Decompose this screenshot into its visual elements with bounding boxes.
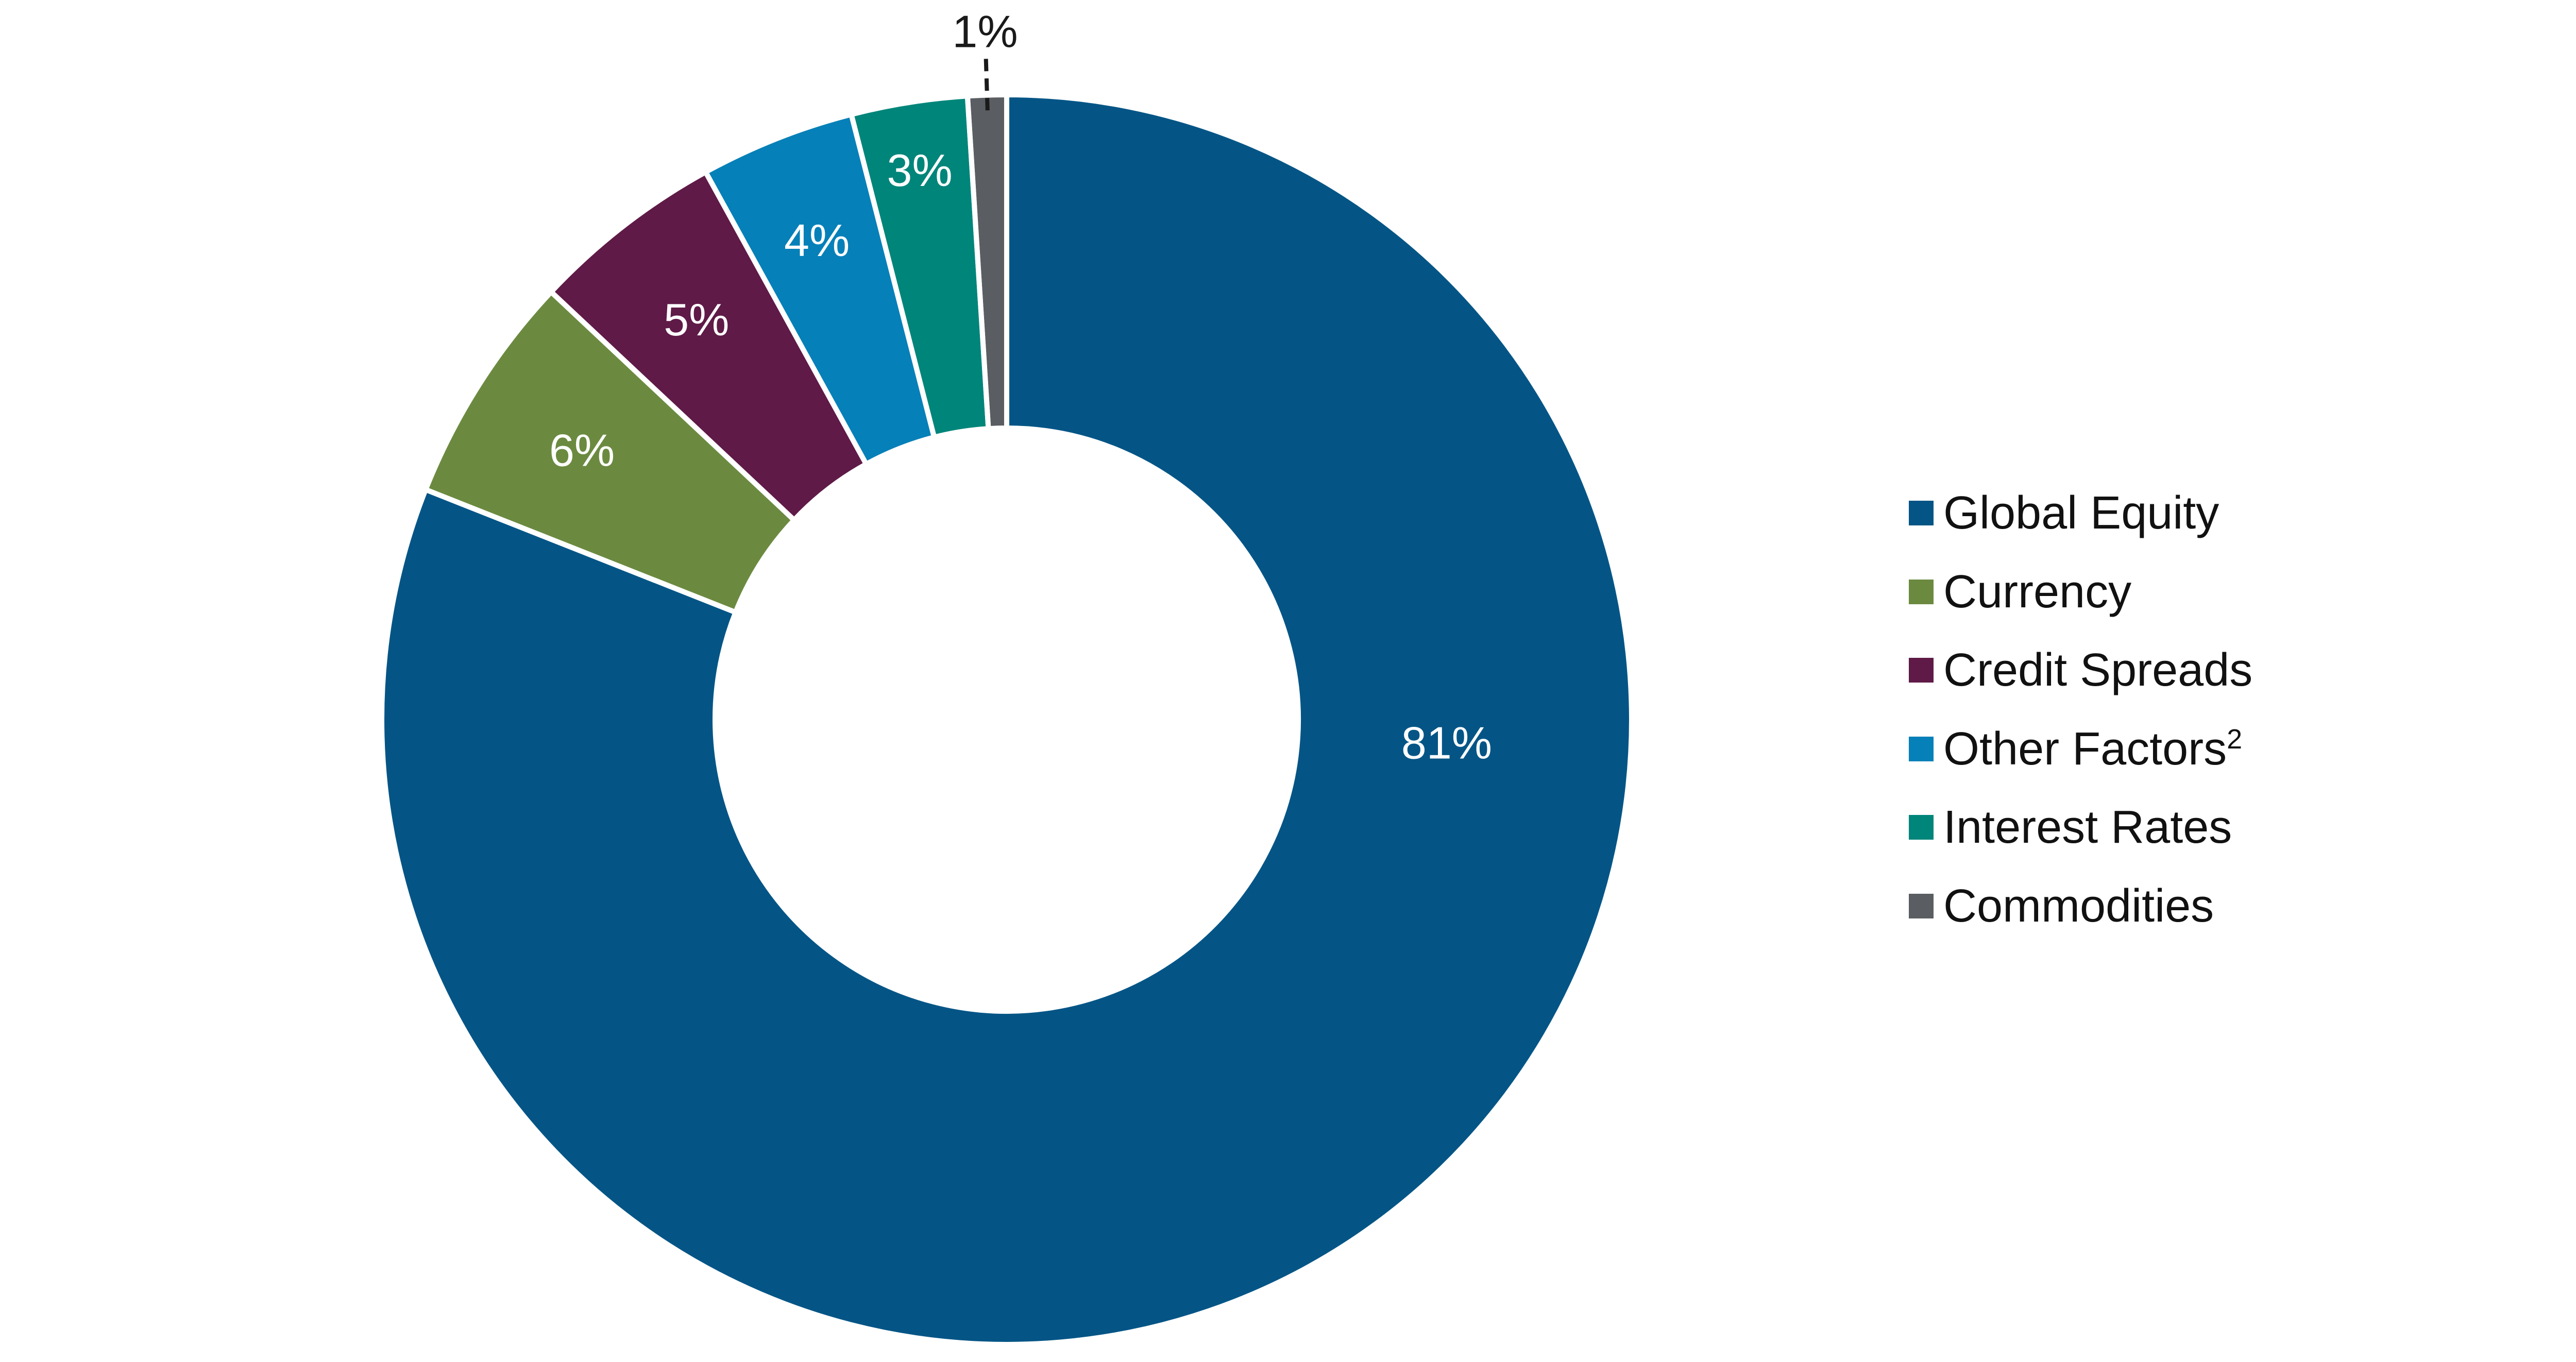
donut-slices [381, 95, 1632, 1344]
callout-leader-commodities [984, 59, 990, 113]
slice-credit-spreads [551, 172, 867, 520]
legend-item-other-factors: Other Factors2 [1909, 710, 2252, 789]
legend-swatch-other-factors [1909, 736, 1934, 761]
legend-item-global-equity: Global Equity [1909, 474, 2252, 553]
slice-label-credit-spreads: 5% [664, 294, 729, 345]
legend: Global Equity Currency Credit Spreads Other… [1909, 474, 2252, 945]
legend-swatch-interest-rates [1909, 815, 1934, 840]
legend-swatch-commodities [1909, 893, 1934, 918]
legend-item-credit-spreads: Credit Spreads [1909, 631, 2252, 710]
legend-item-currency: Currency [1909, 553, 2252, 632]
slice-label-other-factors: 4% [784, 215, 850, 266]
slice-global-equity [381, 95, 1632, 1344]
slice-label-global-equity: 81% [1401, 717, 1492, 768]
slice-gap-credit-spreads [547, 168, 870, 524]
legend-label-interest-rates: Interest Rates [1943, 802, 2232, 854]
slice-label-currency: 6% [549, 424, 615, 475]
legend-swatch-currency [1909, 579, 1934, 604]
slice-gap-currency [422, 288, 798, 616]
slice-interest-rates [851, 96, 989, 437]
legend-label-currency: Currency [1943, 566, 2132, 618]
slice-labels: 81% 6% 5% 4% 3% 1% [549, 6, 1492, 768]
legend-label-superscript: 2 [2227, 723, 2243, 755]
slice-gaps [379, 92, 1634, 1347]
legend-swatch-credit-spreads [1909, 658, 1934, 683]
slice-other-factors [705, 114, 935, 465]
legend-label-credit-spreads: Credit Spreads [1943, 644, 2253, 696]
legend-item-interest-rates: Interest Rates [1909, 788, 2252, 867]
legend-label-other-factors: Other Factors2 [1943, 723, 2243, 775]
slice-gap-commodities [964, 92, 1009, 432]
slice-label-interest-rates: 3% [887, 145, 953, 196]
slice-gap-global-equity [379, 92, 1634, 1347]
slice-currency [426, 292, 794, 612]
legend-label-commodities: Commodities [1943, 880, 2214, 932]
legend-label-global-equity: Global Equity [1943, 487, 2219, 539]
slice-commodities [967, 95, 1007, 429]
slice-label-commodities: 1% [952, 6, 1018, 57]
legend-item-commodities: Commodities [1909, 867, 2252, 946]
legend-swatch-global-equity [1909, 501, 1934, 526]
